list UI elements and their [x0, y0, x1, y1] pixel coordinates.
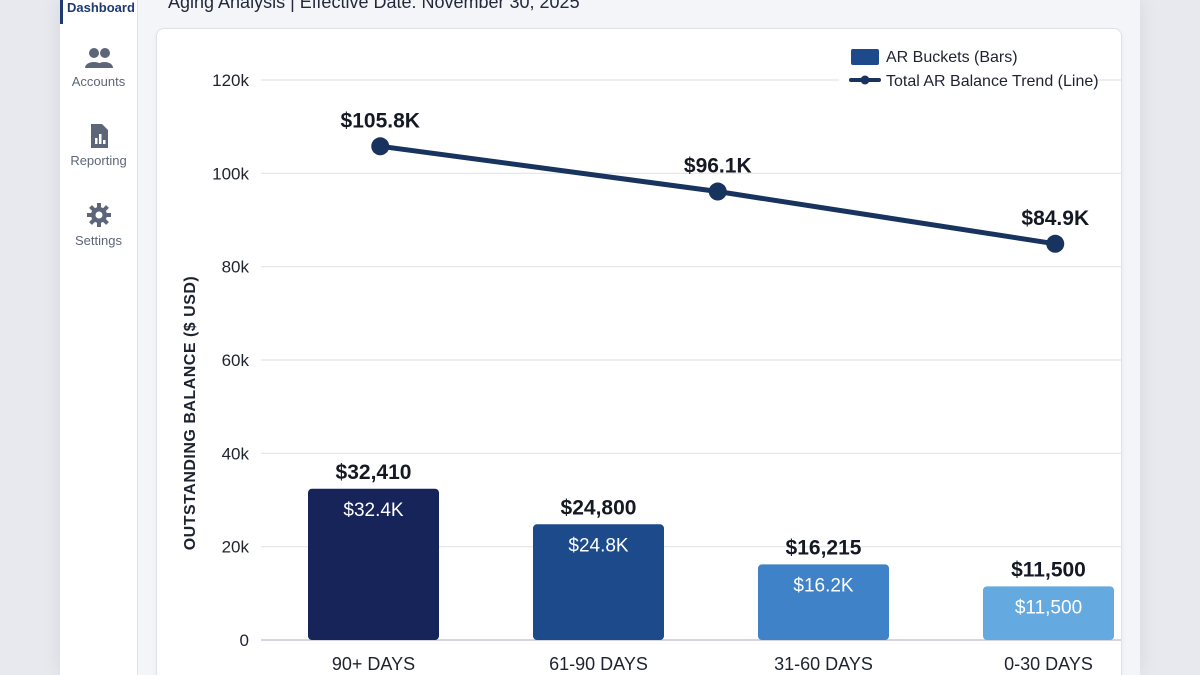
x-tick-label: 90+ DAYS — [332, 654, 415, 674]
bar-inner-label: $32.4K — [343, 500, 404, 521]
sidebar-item-label: Reporting — [70, 153, 127, 168]
bar-inner-label: $11,500 — [1015, 597, 1082, 618]
x-tick-label: 0-30 DAYS — [1004, 654, 1093, 674]
bar-inner-label: $24.8K — [568, 535, 629, 556]
sidebar-item-label: Dashboard — [67, 0, 135, 15]
sidebar-item-label: Settings — [75, 233, 122, 248]
legend-background — [839, 43, 1095, 97]
y-tick-label: 0 — [240, 631, 249, 650]
trend-value-label: $105.8K — [341, 109, 420, 132]
y-tick-label: 120k — [212, 71, 249, 90]
y-tick-label: 60k — [222, 351, 250, 370]
line-series — [371, 137, 1065, 253]
trend-point — [371, 137, 390, 156]
trend-point — [708, 182, 727, 201]
sidebar: Dashboard Accounts Reporting — [60, 0, 138, 675]
chart-card: $32,410 $32.4K $24,800 $24.8K $16,215 $16.2K $… — [156, 28, 1122, 675]
x-tick-label: 31-60 DAYS — [774, 654, 873, 674]
gear-icon — [86, 203, 111, 227]
page-subtitle: Aging Analysis | Effective Date: Novembe… — [168, 0, 580, 12]
ar-aging-chart: $32,410 $32.4K $24,800 $24.8K $16,215 $16.2K $… — [182, 43, 1121, 674]
y-axis-label: OUTSTANDING BALANCE ($ USD) — [182, 276, 199, 551]
legend-line-marker — [860, 75, 870, 85]
axes: 0 20k 40k 60k 80k 100k 120k 90+ DAYS 61-90 DAYS 3… — [212, 71, 1093, 674]
bar-inner-label: $16.2K — [793, 575, 854, 596]
bar-value-label: $24,800 — [561, 496, 637, 519]
bar-series — [308, 488, 1114, 640]
legend-item-line: Total AR Balance Trend (Line) — [886, 73, 1099, 90]
trend-value-label: $96.1K — [684, 155, 752, 178]
y-tick-label: 20k — [222, 538, 250, 557]
data-labels: $32,410 $32.4K $24,800 $24.8K $16,215 $16.2K $… — [336, 109, 1090, 618]
sidebar-item-label: Accounts — [71, 74, 126, 89]
sidebar-item-settings[interactable]: Settings — [60, 201, 137, 248]
bar — [308, 488, 439, 640]
users-icon — [84, 48, 113, 68]
y-tick-label: 80k — [222, 258, 250, 277]
sidebar-item-reporting[interactable]: Reporting — [60, 123, 137, 168]
sidebar-item-accounts[interactable]: Accounts — [60, 46, 137, 89]
y-tick-label: 100k — [212, 164, 249, 183]
bar — [533, 524, 664, 640]
trend-value-label: $84.9K — [1021, 207, 1089, 230]
bar — [758, 564, 889, 640]
sidebar-item-dashboard[interactable]: Dashboard — [60, 0, 137, 24]
legend: AR Buckets (Bars) Total AR Balance Trend … — [839, 43, 1099, 97]
legend-item-bars: AR Buckets (Bars) — [886, 49, 1018, 66]
bar-value-label: $11,500 — [1011, 558, 1086, 581]
legend-bar-swatch — [851, 49, 879, 65]
report-icon — [90, 124, 108, 148]
trend-point — [1046, 234, 1065, 253]
bar — [983, 586, 1114, 640]
y-tick-label: 40k — [222, 444, 250, 463]
bar-value-label: $16,215 — [786, 536, 862, 559]
bar-value-label: $32,410 — [336, 461, 412, 484]
app-window: Dashboard Accounts Reporting — [60, 0, 1140, 675]
x-tick-label: 61-90 DAYS — [549, 654, 648, 674]
